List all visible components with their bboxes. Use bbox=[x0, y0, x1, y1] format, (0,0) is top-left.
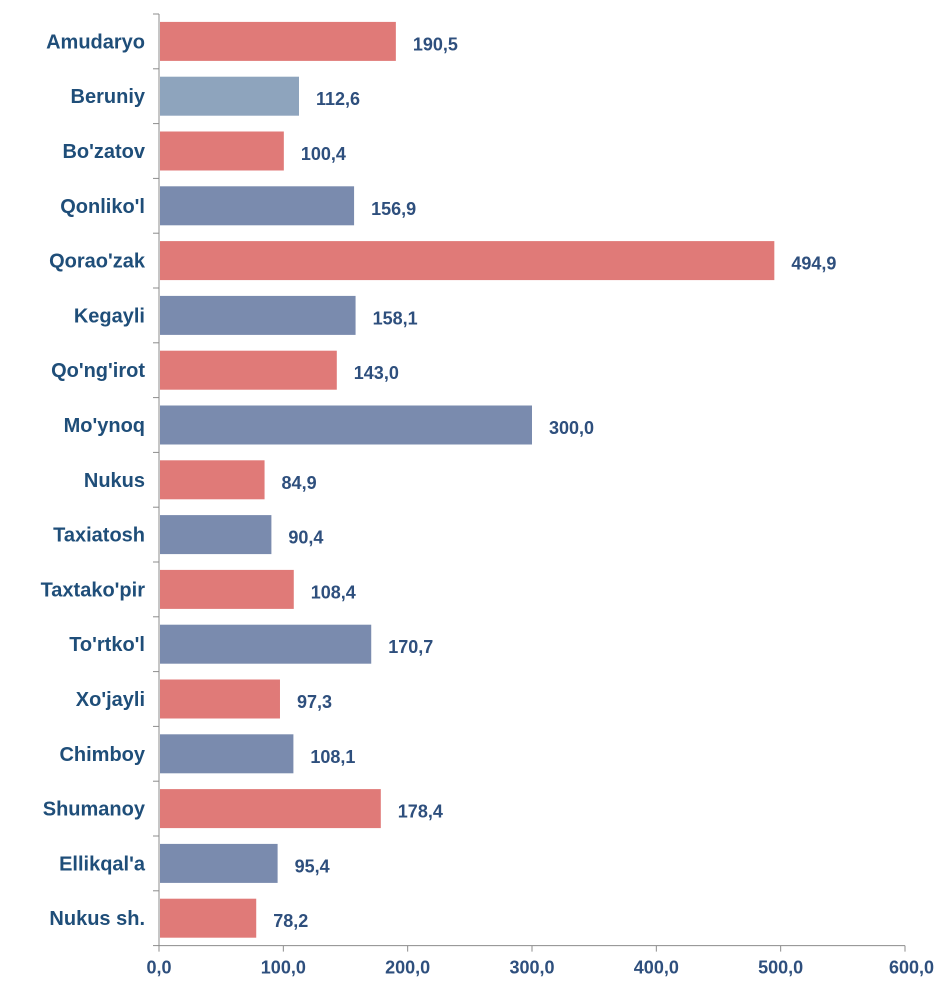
bar-chimboy bbox=[160, 734, 294, 774]
value-label-to-rtko-l: 170,7 bbox=[388, 637, 433, 657]
category-label-bo-zatov: Bo'zatov bbox=[62, 141, 145, 163]
axes: 0,0 100,0 200,0 300,0 400,0 500,0 600,0 bbox=[146, 13, 934, 978]
category-label-nukus-sh: Nukus sh. bbox=[49, 908, 145, 930]
category-label-ellikqal-a: Ellikqal'a bbox=[59, 853, 146, 875]
bar-taxtako-pir bbox=[160, 569, 294, 609]
category-label-mo-ynoq: Mo'ynoq bbox=[64, 415, 145, 437]
category-label-nukus: Nukus bbox=[84, 470, 145, 492]
category-label-xo-jayli: Xo'jayli bbox=[76, 689, 145, 711]
value-label-xo-jayli: 97,3 bbox=[297, 692, 332, 712]
category-label-shumanoy: Shumanoy bbox=[43, 799, 146, 821]
bar-amudaryo bbox=[160, 21, 396, 61]
bar-shumanoy bbox=[160, 789, 381, 829]
bar-bo-zatov bbox=[160, 131, 284, 171]
value-label-qo-ng-irot: 143,0 bbox=[354, 363, 399, 383]
x-tick-label: 600,0 bbox=[889, 958, 934, 978]
value-label-taxtako-pir: 108,4 bbox=[311, 582, 356, 602]
x-tick-label: 0,0 bbox=[146, 958, 171, 978]
category-labels: Amudaryo Beruniy Bo'zatov Qonliko'l Qorao'za… bbox=[41, 31, 146, 930]
value-labels: 190,5 112,6 100,4 156,9 494,9 158,1 143,0 300,0… bbox=[273, 34, 836, 931]
bar-xo-jayli bbox=[160, 679, 280, 719]
bars-group bbox=[160, 21, 775, 938]
bar-nukus bbox=[160, 460, 265, 500]
bar-taxiatosh bbox=[160, 515, 272, 555]
category-label-beruniy: Beruniy bbox=[71, 86, 146, 108]
category-label-qorao-zak: Qorao'zak bbox=[49, 251, 146, 273]
value-label-shumanoy: 178,4 bbox=[398, 802, 443, 822]
value-label-beruniy: 112,6 bbox=[316, 89, 360, 109]
category-label-qonliko-l: Qonliko'l bbox=[60, 196, 145, 218]
category-label-to-rtko-l: To'rtko'l bbox=[69, 634, 145, 656]
bar-qo-ng-irot bbox=[160, 350, 337, 390]
category-label-taxiatosh: Taxiatosh bbox=[53, 525, 145, 547]
bar-mo-ynoq bbox=[160, 405, 532, 445]
value-label-nukus: 84,9 bbox=[282, 473, 317, 493]
value-label-bo-zatov: 100,4 bbox=[301, 144, 346, 164]
bar-nukus-sh bbox=[160, 898, 257, 938]
value-label-qonliko-l: 156,9 bbox=[371, 199, 416, 219]
value-label-ellikqal-a: 95,4 bbox=[295, 856, 330, 876]
value-label-qorao-zak: 494,9 bbox=[791, 254, 836, 274]
x-tick-label: 400,0 bbox=[634, 958, 679, 978]
value-label-taxiatosh: 90,4 bbox=[288, 528, 323, 548]
value-label-nukus-sh: 78,2 bbox=[273, 911, 308, 931]
category-label-chimboy: Chimboy bbox=[59, 744, 145, 766]
value-label-kegayli: 158,1 bbox=[373, 308, 418, 328]
category-label-amudaryo: Amudaryo bbox=[46, 31, 145, 53]
value-label-chimboy: 108,1 bbox=[310, 747, 355, 767]
x-tick-label: 300,0 bbox=[509, 958, 554, 978]
bar-ellikqal-a bbox=[160, 843, 278, 883]
bar-qonliko-l bbox=[160, 186, 355, 226]
bar-beruniy bbox=[160, 76, 299, 116]
category-label-taxtako-pir: Taxtako'pir bbox=[41, 579, 146, 601]
bar-to-rtko-l bbox=[160, 624, 372, 664]
x-tick-label: 500,0 bbox=[758, 958, 803, 978]
x-tick-label: 100,0 bbox=[261, 958, 306, 978]
value-label-amudaryo: 190,5 bbox=[413, 34, 458, 54]
bar-kegayli bbox=[160, 295, 356, 335]
value-label-mo-ynoq: 300,0 bbox=[549, 418, 594, 438]
x-tick-label: 200,0 bbox=[385, 958, 430, 978]
bar-qorao-zak bbox=[160, 241, 775, 281]
category-label-qo-ng-irot: Qo'ng'irot bbox=[51, 360, 145, 382]
category-label-kegayli: Kegayli bbox=[74, 305, 145, 327]
